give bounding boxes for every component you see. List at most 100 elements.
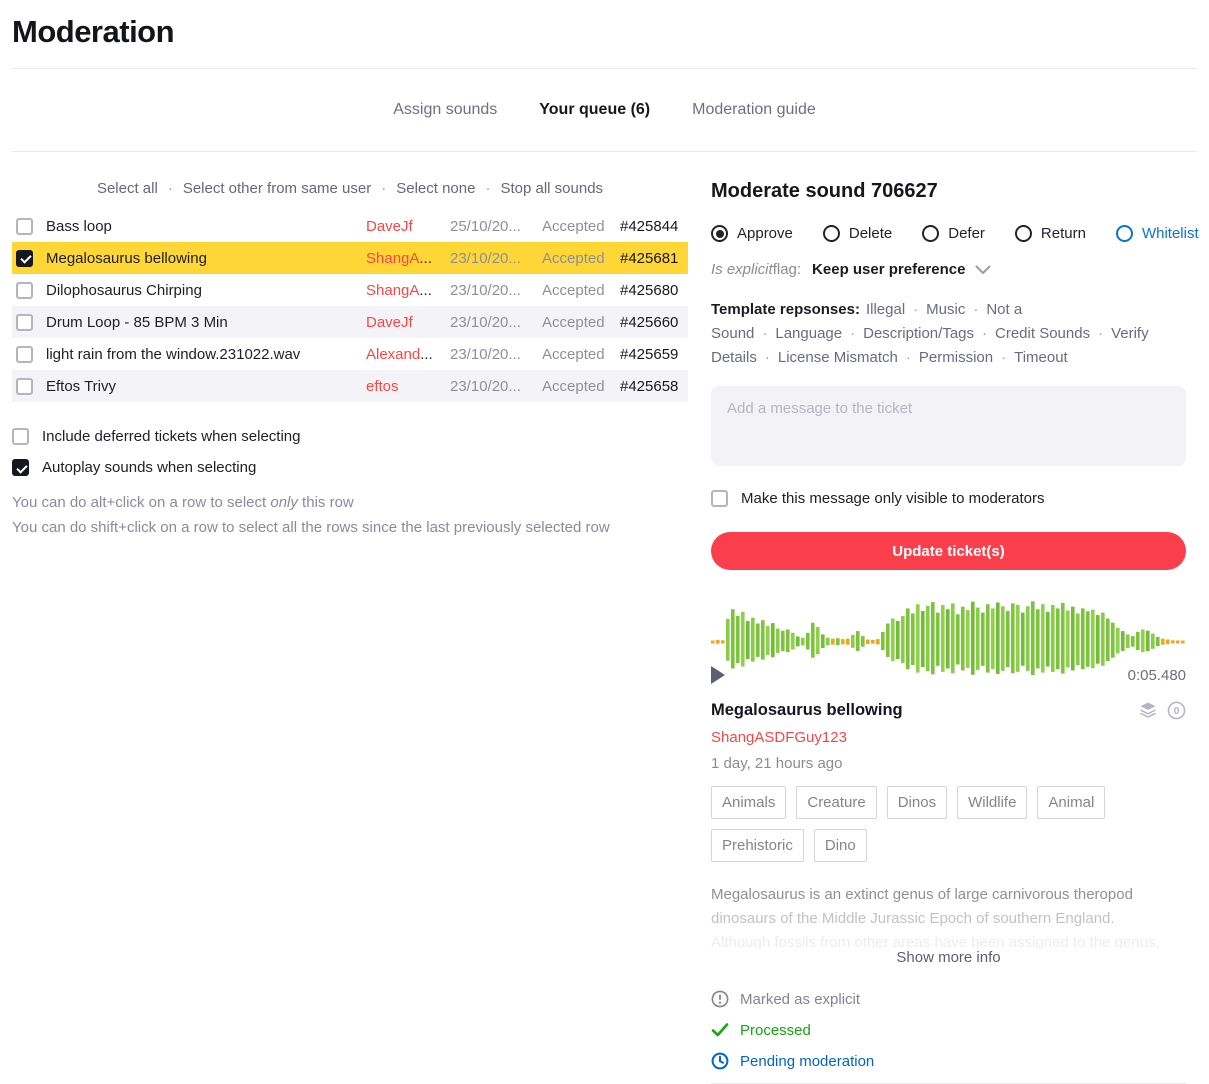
pref-autoplay-sounds-when-selecting[interactable]: Autoplay sounds when selecting [12, 459, 688, 476]
select-all-link[interactable]: Select all [96, 180, 158, 197]
table-row[interactable]: Drum Loop - 85 BPM 3 Min DaveJf 23/10/20..… [12, 306, 688, 338]
ticket-cell[interactable]: #425844 [620, 217, 679, 235]
page-title: Moderation [12, 14, 175, 49]
tab-your-queue-6[interactable]: Your queue (6) [539, 101, 651, 118]
duration-label: 0:05.480 [1127, 666, 1186, 684]
sound-name-cell[interactable]: Megalosaurus bellowing [46, 249, 207, 267]
template-response-language[interactable]: Language [775, 325, 843, 342]
pref-label: Autoplay sounds when selecting [42, 459, 257, 476]
template-response-license-mismatch[interactable]: License Mismatch [777, 349, 898, 366]
sound-tags: Animals Creature Dinos Wildlife Animal Prehis… [711, 786, 1186, 862]
separator-dot: · [485, 180, 491, 197]
sound-name-cell[interactable]: Dilophosaurus Chirping [46, 281, 202, 299]
ticket-cell[interactable]: #425660 [620, 313, 679, 331]
separator-dot: · [850, 325, 856, 342]
row-checkbox-cell [12, 345, 46, 363]
ticket-message-input[interactable] [711, 386, 1186, 466]
template-response-timeout[interactable]: Timeout [1014, 349, 1068, 366]
table-row[interactable]: Megalosaurus bellowing ShangA... 23/10/20.… [12, 242, 688, 274]
row-checkbox[interactable] [16, 281, 33, 299]
table-row[interactable]: Bass loop DaveJf 25/10/20... Accepted #42584… [12, 210, 688, 242]
sound-name-cell[interactable]: light rain from the window.231022.wav [46, 345, 301, 363]
page-header: Moderation [0, 0, 1209, 68]
sound-name-cell[interactable]: Bass loop [46, 217, 112, 235]
separator-dot: · [982, 325, 988, 342]
table-row[interactable]: Dilophosaurus Chirping ShangA... 23/10/20.… [12, 274, 688, 306]
play-icon[interactable] [711, 666, 725, 684]
table-row[interactable]: light rain from the window.231022.wav Ale… [12, 338, 688, 370]
row-checkbox[interactable] [16, 313, 33, 331]
action-radio-whitelist[interactable]: Whitelist [1115, 225, 1199, 242]
template-response-verify-details[interactable]: Verify Details [711, 325, 1149, 366]
template-responses-label: Template repsonses: [711, 301, 860, 318]
action-radio-delete[interactable]: Delete [822, 225, 893, 242]
status-cell: Accepted [542, 377, 605, 395]
row-checkbox-cell [12, 313, 46, 331]
template-response-description-tags[interactable]: Description/Tags [863, 325, 975, 342]
show-more-info-link[interactable]: Show more info [896, 949, 1001, 966]
tag-creature[interactable]: Creature [796, 786, 877, 819]
row-checkbox[interactable] [16, 345, 33, 363]
row-checkbox[interactable] [16, 249, 33, 267]
separator-dot: · [381, 180, 387, 197]
separator-dot: · [764, 349, 770, 366]
explicit-flag-select[interactable]: Keep user preference [812, 261, 966, 278]
sound-name-cell[interactable]: Eftos Trivy [46, 377, 117, 395]
ticket-cell[interactable]: #425658 [620, 377, 679, 395]
moderator-only-checkbox[interactable] [711, 490, 728, 507]
queue-hints: You can do alt+click on a row to select … [12, 490, 688, 540]
action-radio-return[interactable]: Return [1014, 225, 1086, 242]
username-cell[interactable]: ShangA... [366, 281, 432, 299]
pref-checkbox[interactable] [12, 428, 29, 445]
tag-prehistoric[interactable]: Prehistoric [711, 829, 804, 862]
row-checkbox-cell [12, 249, 46, 267]
row-checkbox[interactable] [16, 377, 33, 395]
tab-assign-sounds[interactable]: Assign sounds [393, 101, 498, 118]
username-cell[interactable]: eftos [366, 377, 399, 395]
template-responses: Template repsonses: Illegal · Music · Not a S… [711, 298, 1186, 370]
action-radio-label: Delete [848, 225, 893, 242]
separator-dot: · [167, 180, 173, 197]
tab-moderation-guide[interactable]: Moderation guide [692, 101, 816, 118]
sound-username-link[interactable]: ShangASDFGuy123 [711, 729, 847, 746]
username-cell[interactable]: DaveJf [366, 313, 413, 331]
sound-description: Megalosaurus is an extinct genus of larg… [711, 883, 1186, 949]
action-radio-defer[interactable]: Defer [922, 225, 985, 242]
pref-include-deferred-tickets-when-selecting[interactable]: Include deferred tickets when selecting [12, 428, 688, 445]
username-cell[interactable]: ShangA... [366, 249, 432, 267]
username-cell[interactable]: Alexand... [366, 345, 433, 363]
sound-title: Megalosaurus bellowing [711, 700, 903, 719]
ticket-cell[interactable]: #425659 [620, 345, 679, 363]
select-none-link[interactable]: Select none [396, 180, 476, 197]
waveform[interactable] [711, 598, 1186, 678]
action-radio-label: Defer [948, 225, 985, 242]
moderator-only-label: Make this message only visible to modera… [741, 490, 1045, 507]
separator-dot: · [1001, 349, 1007, 366]
select-other-from-same-user-link[interactable]: Select other from same user [182, 180, 372, 197]
template-response-not-a-sound[interactable]: Not a Sound [711, 301, 1023, 342]
update-ticket-button[interactable]: Update ticket(s) [711, 532, 1186, 570]
player-footer: 0:05.480 [711, 666, 1186, 684]
pref-checkbox[interactable] [12, 459, 29, 476]
template-response-music[interactable]: Music [926, 301, 966, 318]
tag-animals[interactable]: Animals [711, 786, 787, 819]
stop-all-sounds-link[interactable]: Stop all sounds [500, 180, 604, 197]
ticket-cell[interactable]: #425681 [620, 249, 679, 267]
tag-wildlife[interactable]: Wildlife [957, 786, 1028, 819]
tag-animal[interactable]: Animal [1037, 786, 1106, 819]
sound-name-cell[interactable]: Drum Loop - 85 BPM 3 Min [46, 313, 228, 331]
template-response-credit-sounds[interactable]: Credit Sounds [995, 325, 1091, 342]
tag-dino[interactable]: Dino [813, 829, 867, 862]
chevron-down-icon[interactable] [975, 265, 991, 275]
tab-bar: Assign sounds Your queue (6) Moderation gu… [0, 69, 1209, 151]
row-checkbox[interactable] [16, 217, 33, 235]
username-cell[interactable]: DaveJf [366, 217, 413, 235]
tag-dinos[interactable]: Dinos [886, 786, 948, 819]
template-response-illegal[interactable]: Illegal [865, 301, 906, 318]
template-response-permission[interactable]: Permission [918, 349, 994, 366]
ticket-cell[interactable]: #425680 [620, 281, 679, 299]
action-radio-approve[interactable]: Approve [711, 225, 793, 242]
moderator-only-row[interactable]: Make this message only visible to modera… [711, 490, 1186, 507]
table-row[interactable]: Eftos Trivy eftos 23/10/20... Accepted #4256… [12, 370, 688, 402]
check-icon [711, 1023, 729, 1037]
